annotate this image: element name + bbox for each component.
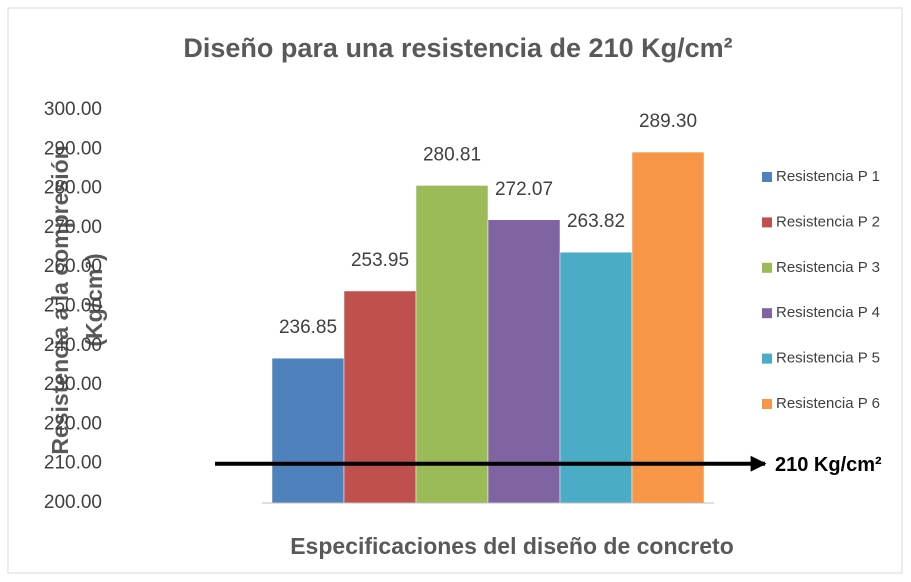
bar [271, 357, 345, 504]
legend-label: Resistencia P 3 [776, 259, 880, 276]
legend-swatch [762, 308, 772, 319]
y-tick-label: 250.00 [44, 296, 102, 317]
data-label: 280.81 [423, 144, 481, 165]
legend-label: Resistencia P 1 [776, 168, 880, 185]
bar [487, 219, 561, 504]
y-tick-label: 230.00 [44, 374, 102, 395]
y-axis-title: (Kg/cm²) [81, 253, 107, 346]
chart-title: Diseño para una resistencia de 210 Kg/cm… [183, 33, 732, 63]
bar [343, 290, 417, 504]
legend-swatch [762, 399, 772, 409]
y-tick-label: 280.00 [44, 178, 102, 199]
y-tick-label: 210.00 [44, 453, 102, 474]
legend-label: Resistencia P 5 [776, 350, 880, 367]
legend-label: Resistencia P 6 [776, 395, 880, 412]
legend-label: Resistencia P 2 [776, 213, 880, 230]
legend-swatch [762, 353, 772, 364]
y-tick-label: 220.00 [44, 413, 102, 434]
y-tick-label: 300.00 [44, 99, 102, 120]
bar [631, 151, 705, 504]
y-axis-title: Resistencia a la compresión [47, 145, 73, 454]
legend-swatch [762, 172, 772, 182]
x-axis-title: Especificaciones del diseño de concreto [290, 533, 734, 559]
data-label: 272.07 [495, 179, 553, 200]
annotation: 210 Kg/cm² [775, 454, 882, 476]
data-label: 263.82 [567, 211, 625, 232]
legend-swatch [762, 217, 772, 228]
y-tick-label: 260.00 [44, 256, 102, 277]
data-label: 253.95 [351, 250, 409, 271]
bar [415, 185, 489, 504]
legend-swatch [762, 262, 772, 273]
legend-label: Resistencia P 4 [776, 304, 880, 321]
y-tick-label: 200.00 [44, 492, 102, 513]
data-label: 289.30 [639, 111, 697, 132]
y-tick-label: 270.00 [44, 217, 102, 238]
y-tick-label: 290.00 [44, 138, 102, 159]
data-label: 236.85 [279, 317, 337, 338]
y-tick-label: 240.00 [44, 335, 102, 356]
